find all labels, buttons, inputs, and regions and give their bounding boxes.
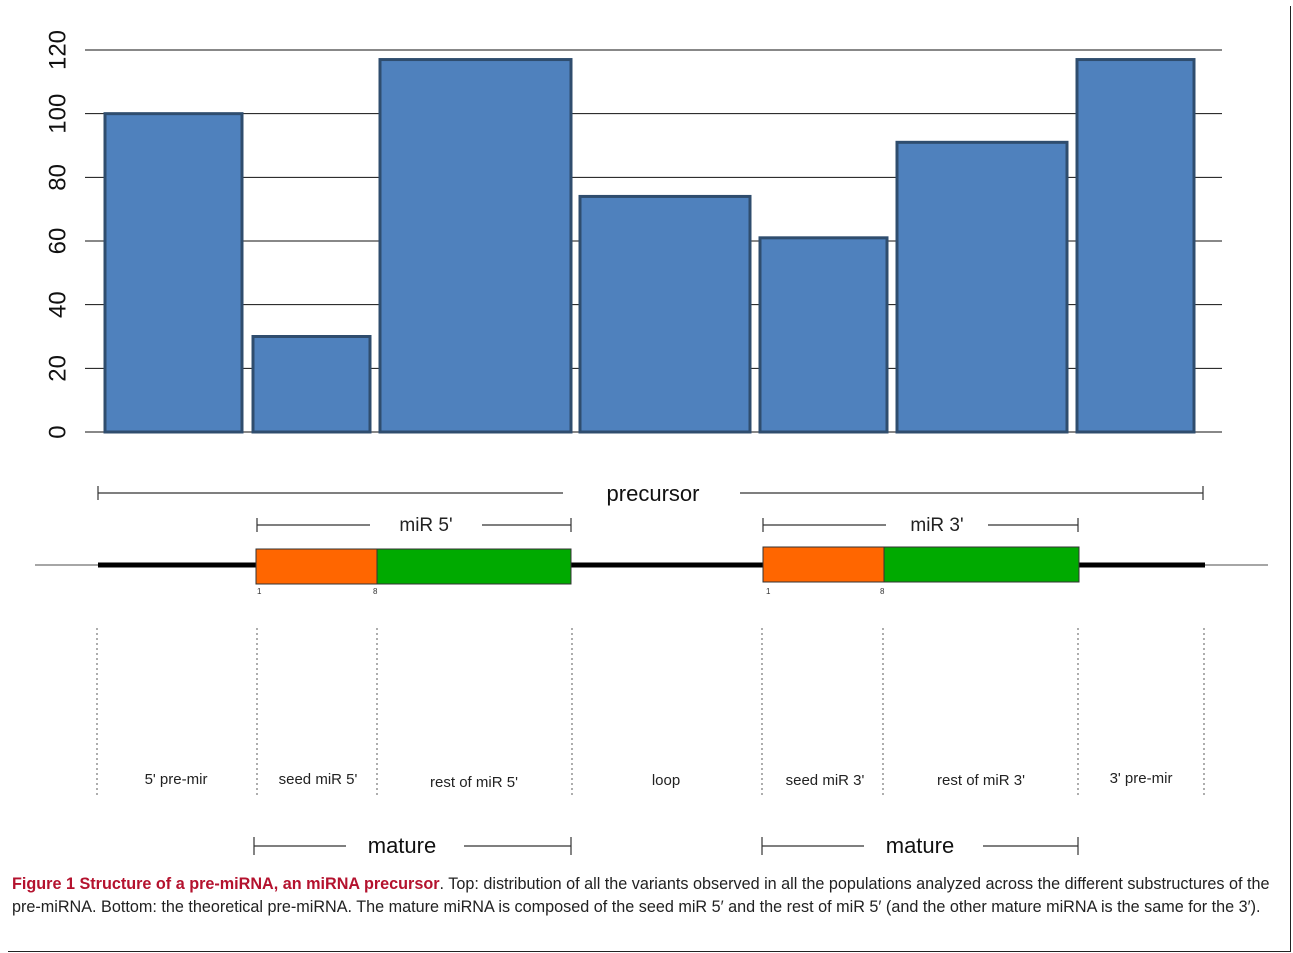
seed3-start-label: 1 xyxy=(766,587,771,596)
figure-frame xyxy=(8,6,1291,952)
caption-title: Figure 1 Structure of a pre-miRNA, an mi… xyxy=(12,875,440,893)
bar-4 xyxy=(578,194,752,434)
region-label-loop: loop xyxy=(652,772,680,789)
seed5-end-label: 8 xyxy=(373,587,378,596)
mature-bracket-3 xyxy=(761,837,1079,855)
bar-7 xyxy=(1075,58,1196,434)
region-label-3-pre-mir: 3' pre-mir xyxy=(1110,770,1173,787)
mir3-bracket xyxy=(762,518,1079,532)
y-axis-ticks: 0 20 40 60 80 100 120 xyxy=(45,30,72,439)
bar-6 xyxy=(895,140,1069,434)
y-tick-label-0: 0 xyxy=(45,425,72,438)
precursor-label: precursor xyxy=(607,481,700,506)
bar-3 xyxy=(378,58,573,434)
precursor-bracket xyxy=(97,486,1204,500)
mir5-label: miR 5' xyxy=(399,515,452,536)
mature-bracket-5 xyxy=(253,837,572,855)
y-tick-label-40: 40 xyxy=(45,291,72,318)
rest-mir3-box xyxy=(883,546,1080,583)
mir3-label: miR 3' xyxy=(910,515,963,536)
bar-5 xyxy=(758,236,889,434)
bars xyxy=(103,58,1196,434)
region-label-rest-mir5: rest of miR 5' xyxy=(430,774,518,791)
y-tick-label-20: 20 xyxy=(45,355,72,382)
y-tick-label-80: 80 xyxy=(45,164,72,191)
region-label-5-pre-mir: 5' pre-mir xyxy=(145,771,208,788)
seed-mir5-box xyxy=(255,548,378,585)
caption-text: . Top: distribution of all the variants … xyxy=(12,875,1270,916)
bar-1 xyxy=(103,112,244,434)
mature-label-5: mature xyxy=(368,833,436,858)
y-tick-label-120: 120 xyxy=(45,30,72,70)
y-tick-label-100: 100 xyxy=(45,94,72,134)
region-label-rest-mir3: rest of miR 3' xyxy=(937,772,1025,789)
mature-label-3: mature xyxy=(886,833,954,858)
seed5-start-label: 1 xyxy=(257,587,262,596)
region-separators xyxy=(96,628,1205,795)
bar-2 xyxy=(251,335,372,434)
figure-caption: Figure 1 Structure of a pre-miRNA, an mi… xyxy=(12,873,1280,919)
seed-mir3-box xyxy=(762,546,885,583)
region-label-seed-mir5: seed miR 5' xyxy=(279,771,358,788)
seed3-end-label: 8 xyxy=(880,587,885,596)
rest-mir5-box xyxy=(376,548,572,585)
mir5-bracket xyxy=(256,518,572,532)
y-tick-label-60: 60 xyxy=(45,228,72,255)
region-label-seed-mir3: seed miR 3' xyxy=(786,772,865,789)
